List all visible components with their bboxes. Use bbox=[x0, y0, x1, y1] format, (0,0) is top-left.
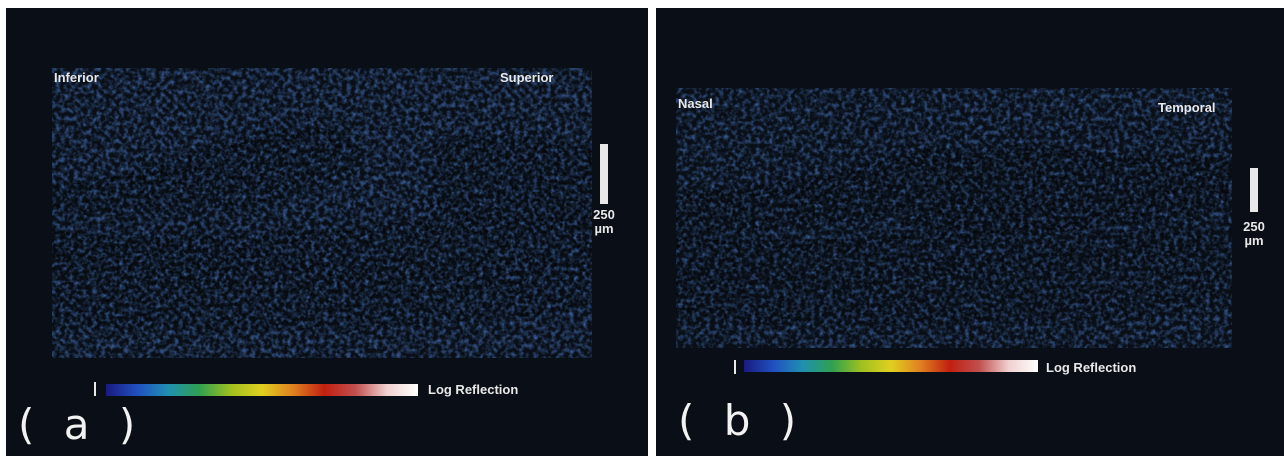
colorbar-tick bbox=[734, 360, 736, 374]
scale-value: 250 bbox=[593, 207, 615, 222]
colorbar-tick bbox=[94, 382, 96, 396]
panel-letter: ( b ) bbox=[678, 396, 805, 445]
right-orientation-label: Superior bbox=[500, 70, 554, 85]
scale-bar bbox=[1250, 168, 1258, 212]
colorbar bbox=[744, 360, 1038, 372]
scale-bar-label: 250 µm bbox=[1236, 220, 1272, 248]
panel-letter: ( a ) bbox=[18, 400, 144, 449]
scale-unit: µm bbox=[1244, 233, 1264, 248]
left-orientation-label: Nasal bbox=[678, 96, 713, 111]
colorbar bbox=[106, 384, 418, 396]
right-orientation-label: Temporal bbox=[1158, 100, 1216, 115]
oct-scan-image-b bbox=[676, 88, 1232, 348]
oct-panel-b: Nasal Temporal 250 µm Log Reflection ( b… bbox=[656, 8, 1284, 456]
scale-unit: µm bbox=[594, 221, 614, 236]
left-orientation-label: Inferior bbox=[54, 70, 99, 85]
scale-bar bbox=[600, 144, 608, 204]
scale-bar-label: 250 µm bbox=[586, 208, 622, 236]
colorbar-label: Log Reflection bbox=[428, 382, 519, 397]
scale-value: 250 bbox=[1243, 219, 1265, 234]
oct-panel-a: Inferior Superior 250 µm Log Reflection … bbox=[6, 8, 648, 456]
colorbar-label: Log Reflection bbox=[1046, 360, 1137, 375]
oct-scan-image-a bbox=[52, 68, 592, 358]
